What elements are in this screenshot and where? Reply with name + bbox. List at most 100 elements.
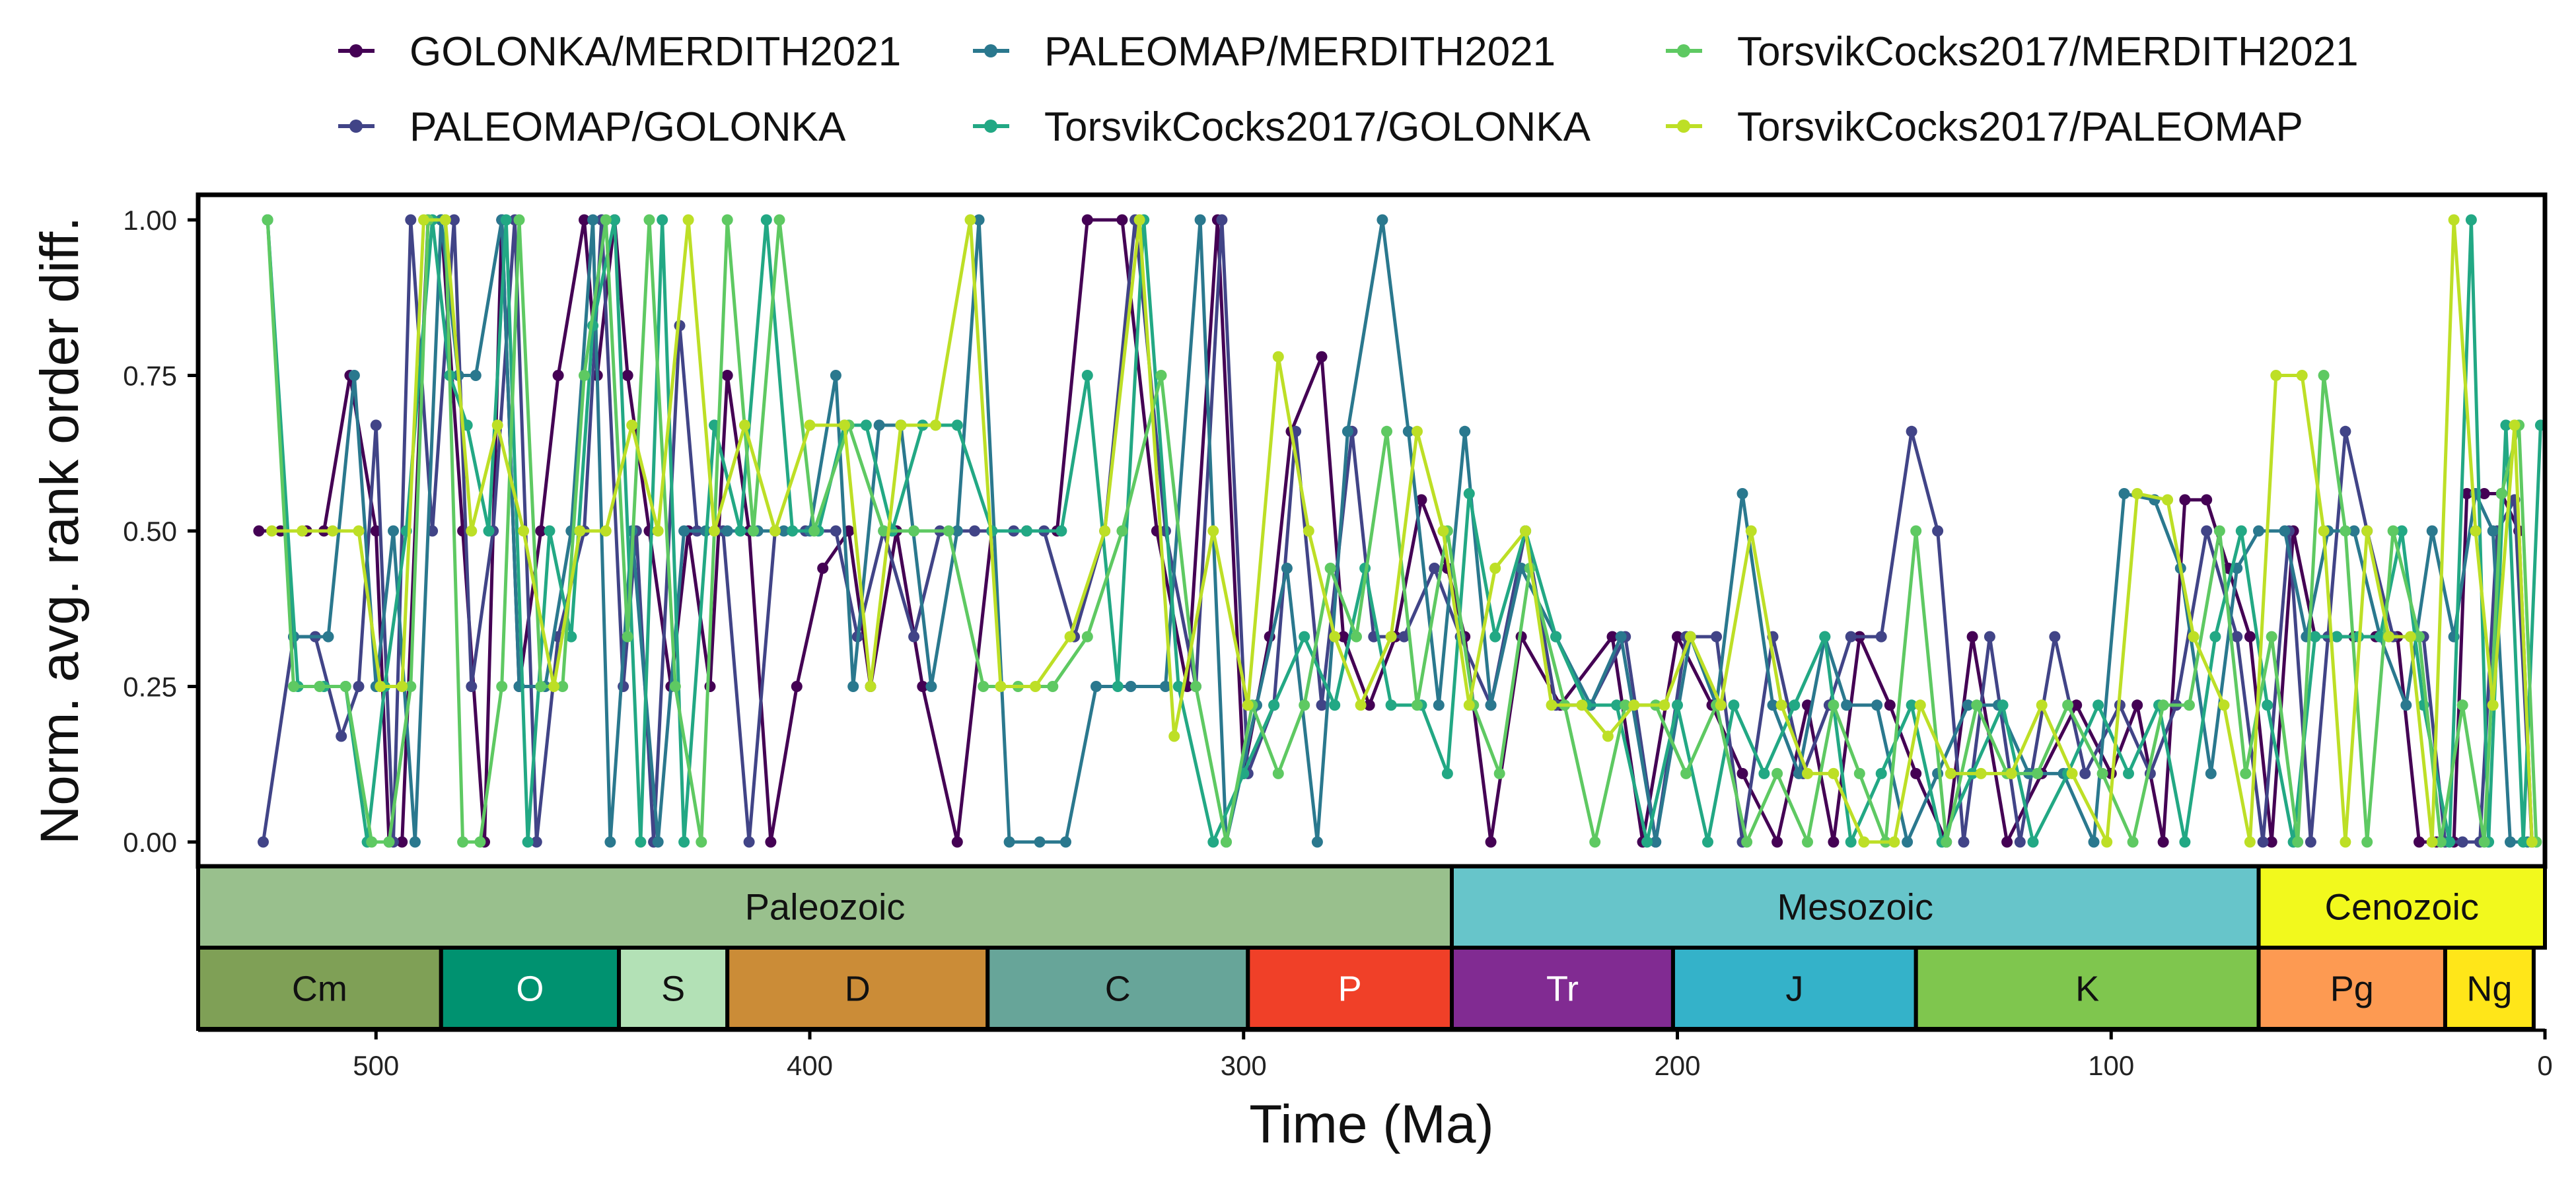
y-tick-label: 0.75 bbox=[123, 361, 177, 392]
data-point bbox=[2487, 699, 2499, 711]
data-point bbox=[1329, 699, 1341, 711]
legend-key-point bbox=[984, 120, 997, 133]
data-point bbox=[1351, 631, 1362, 643]
data-point bbox=[587, 214, 599, 226]
period-tr: Tr bbox=[1449, 946, 1675, 1031]
data-point bbox=[1546, 699, 1557, 711]
data-point bbox=[973, 214, 985, 226]
data-point bbox=[2101, 836, 2113, 848]
period-label: J bbox=[1785, 969, 1803, 1009]
period-j: J bbox=[1670, 946, 1918, 1031]
legend-key-point bbox=[1677, 44, 1690, 57]
data-point bbox=[1299, 631, 1310, 643]
legend-key-point bbox=[984, 44, 997, 57]
period-label: S bbox=[661, 969, 685, 1009]
data-point bbox=[1659, 699, 1670, 711]
data-point bbox=[1116, 214, 1128, 226]
data-point bbox=[1828, 767, 1840, 779]
data-point bbox=[1576, 699, 1588, 711]
data-point bbox=[1941, 836, 1952, 848]
data-point bbox=[500, 214, 512, 226]
legend-item: TorsvikCocks2017/PALEOMAP bbox=[1666, 104, 2303, 150]
data-point bbox=[2456, 836, 2468, 848]
data-point bbox=[297, 525, 308, 537]
data-point bbox=[1194, 214, 1206, 226]
data-point bbox=[1060, 836, 1071, 848]
data-point bbox=[383, 836, 395, 848]
data-point bbox=[2448, 214, 2460, 226]
era-paleozoic: Paleozoic bbox=[196, 864, 1454, 950]
data-point bbox=[448, 214, 460, 226]
data-point bbox=[530, 836, 542, 848]
data-point bbox=[1771, 836, 1783, 848]
data-point bbox=[748, 525, 760, 537]
period-pg: Pg bbox=[2256, 946, 2447, 1031]
data-point bbox=[2131, 699, 2143, 711]
data-point bbox=[2361, 836, 2373, 848]
data-point bbox=[1906, 699, 1917, 711]
data-point bbox=[2487, 525, 2499, 537]
data-point bbox=[405, 681, 417, 692]
data-point bbox=[1741, 836, 1753, 848]
data-point bbox=[951, 525, 963, 537]
data-point bbox=[1828, 836, 1840, 848]
data-point bbox=[2218, 699, 2230, 711]
data-point bbox=[969, 525, 981, 537]
period-d: D bbox=[725, 946, 990, 1031]
data-point bbox=[1819, 631, 1831, 643]
data-point bbox=[1650, 836, 1662, 848]
y-tick-label: 0.25 bbox=[123, 672, 177, 703]
axes: Norm. avg. rank order diff. Time (Ma) 0.… bbox=[30, 205, 2553, 1154]
period-p: P bbox=[1246, 946, 1454, 1031]
data-point bbox=[1962, 699, 1974, 711]
data-point bbox=[652, 525, 664, 537]
period-box bbox=[196, 946, 443, 1031]
data-point bbox=[1932, 525, 1944, 537]
data-point bbox=[669, 681, 681, 692]
data-point bbox=[721, 525, 733, 537]
data-point bbox=[496, 681, 508, 692]
data-point bbox=[1520, 525, 1532, 537]
data-point bbox=[1845, 631, 1857, 643]
period-box bbox=[617, 946, 730, 1031]
data-point bbox=[2509, 419, 2521, 431]
data-point bbox=[1902, 836, 1914, 848]
data-point bbox=[873, 419, 885, 431]
period-box bbox=[2443, 946, 2536, 1031]
data-point bbox=[1493, 767, 1505, 779]
data-point bbox=[773, 214, 785, 226]
period-box bbox=[725, 946, 990, 1031]
data-point bbox=[2404, 631, 2416, 643]
data-point bbox=[2201, 494, 2213, 506]
legend-label: PALEOMAP/MERDITH2021 bbox=[1044, 29, 1556, 75]
data-point bbox=[1415, 494, 1427, 506]
period-label: Pg bbox=[2330, 969, 2374, 1009]
data-point bbox=[2318, 525, 2330, 537]
period-ng: Ng bbox=[2443, 946, 2536, 1031]
y-axis-title: Norm. avg. rank order diff. bbox=[30, 217, 90, 845]
data-point bbox=[2348, 525, 2360, 537]
data-point bbox=[1342, 425, 1353, 437]
data-point bbox=[2240, 767, 2252, 779]
data-point bbox=[1802, 767, 1813, 779]
data-point bbox=[552, 370, 564, 381]
legend-label: TorsvikCocks2017/GOLONKA bbox=[1044, 104, 1591, 150]
data-point bbox=[2209, 631, 2221, 643]
data-point bbox=[1377, 214, 1388, 226]
x-tick-label: 200 bbox=[1654, 1050, 1700, 1081]
data-point bbox=[1888, 836, 1900, 848]
data-point bbox=[734, 525, 746, 537]
data-point bbox=[1620, 699, 1631, 711]
data-point bbox=[1672, 631, 1683, 643]
data-point bbox=[1775, 699, 1787, 711]
data-point bbox=[2184, 699, 2195, 711]
period-box bbox=[1246, 946, 1454, 1031]
data-point bbox=[340, 681, 351, 692]
data-point bbox=[2049, 631, 2061, 643]
data-point bbox=[466, 681, 478, 692]
data-point bbox=[1853, 767, 1865, 779]
data-point bbox=[544, 525, 555, 537]
era-mesozoic: Mesozoic bbox=[1449, 864, 2261, 950]
data-point bbox=[396, 836, 408, 848]
data-point bbox=[1606, 631, 1618, 643]
